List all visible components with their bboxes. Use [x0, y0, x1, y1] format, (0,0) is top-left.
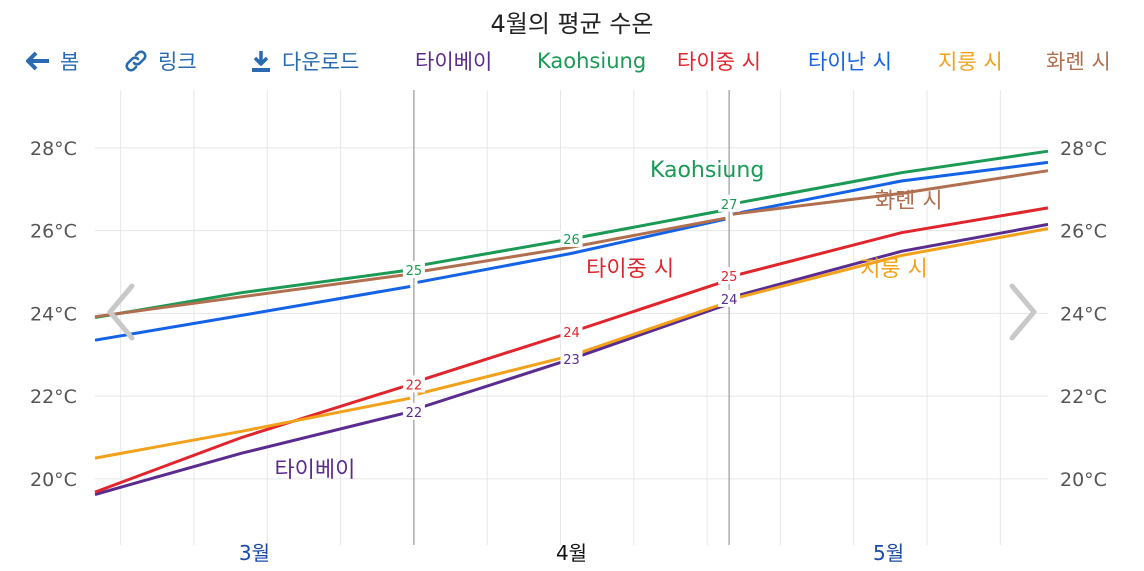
data-label: 26: [563, 233, 580, 248]
data-label-bg: [560, 322, 583, 340]
y-tick-label-left: 20°C: [30, 469, 77, 491]
legend-item[interactable]: Kaohsiung: [537, 49, 647, 73]
series-line: [732, 222, 1049, 299]
month-label: 3월: [239, 541, 270, 565]
y-tick-label-right: 20°C: [1060, 469, 1107, 491]
series-line: [94, 285, 411, 342]
data-label-bg: [402, 402, 425, 420]
data-label: 27: [721, 198, 738, 213]
series-line: [94, 396, 411, 460]
link-label: 링크: [158, 50, 197, 74]
download-button[interactable]: 다운로드: [250, 44, 359, 78]
y-tick-label-left: 28°C: [30, 138, 77, 160]
back-button[interactable]: 봄: [26, 44, 79, 78]
y-tick-label-left: 26°C: [30, 221, 77, 243]
series-line: [417, 217, 726, 284]
series-line: [94, 272, 411, 319]
y-tick-label-right: 28°C: [1060, 138, 1107, 160]
legend-item[interactable]: 지룽 시: [938, 50, 1003, 74]
data-label: 25: [406, 264, 423, 279]
data-label: 22: [406, 379, 423, 394]
data-label-bg: [718, 289, 741, 307]
legend-item[interactable]: 타이중 시: [677, 50, 761, 74]
data-label: 22: [406, 406, 423, 421]
data-label: 25: [721, 270, 738, 285]
back-label: 봄: [60, 50, 80, 74]
data-label-bg: [718, 267, 741, 285]
series-name-label: 타이베이: [274, 458, 355, 483]
series-name-label: 지룽 시: [860, 257, 928, 282]
series-line: [417, 301, 726, 396]
series-line: [417, 216, 726, 274]
legend-item[interactable]: 화롄 시: [1046, 50, 1111, 74]
chevron-left-icon[interactable]: [102, 282, 142, 342]
series-line: [94, 383, 411, 494]
series-line: [732, 160, 1049, 216]
download-label: 다운로드: [282, 50, 360, 74]
series-name-label: 타이중 시: [586, 257, 674, 282]
link-button[interactable]: 링크: [124, 44, 197, 78]
toolbar: 봄 링크 다운로드 타이베이 Kaohsiung 타이중 시 타이난 시 지룽 시 화롄 …: [0, 44, 1144, 78]
series-line: [732, 227, 1049, 301]
chart-title: 4월의 평균 수온: [490, 10, 654, 38]
series-line: [94, 410, 411, 496]
data-label-bg: [402, 260, 425, 278]
data-label-bg: [560, 349, 583, 367]
chevron-right-icon[interactable]: [1002, 282, 1042, 342]
arrow-left-icon: [26, 51, 49, 71]
data-label-bg: [402, 375, 425, 393]
data-label: 24: [721, 293, 738, 308]
y-tick-label-right: 22°C: [1060, 386, 1107, 408]
series-name-label: 화롄 시: [875, 189, 943, 214]
month-label: 4월: [556, 541, 587, 565]
y-tick-label-left: 24°C: [30, 303, 77, 325]
data-label: 23: [563, 353, 580, 368]
series-line: [732, 149, 1049, 206]
y-tick-label-left: 22°C: [30, 386, 77, 408]
series-line: [732, 169, 1049, 216]
y-tick-label-right: 26°C: [1060, 221, 1107, 243]
legend-item[interactable]: 타이난 시: [808, 50, 892, 74]
download-icon: [252, 51, 270, 72]
data-label-bg: [560, 229, 583, 247]
link-icon: [125, 50, 147, 72]
series-name-label: Kaohsiung: [650, 158, 764, 183]
legend-item[interactable]: 타이베이: [415, 50, 493, 74]
series-line: [732, 206, 1049, 278]
month-label: 5월: [873, 541, 904, 565]
data-label: 24: [563, 326, 580, 341]
data-label-bg: [718, 194, 741, 212]
y-tick-label-right: 24°C: [1060, 303, 1107, 325]
